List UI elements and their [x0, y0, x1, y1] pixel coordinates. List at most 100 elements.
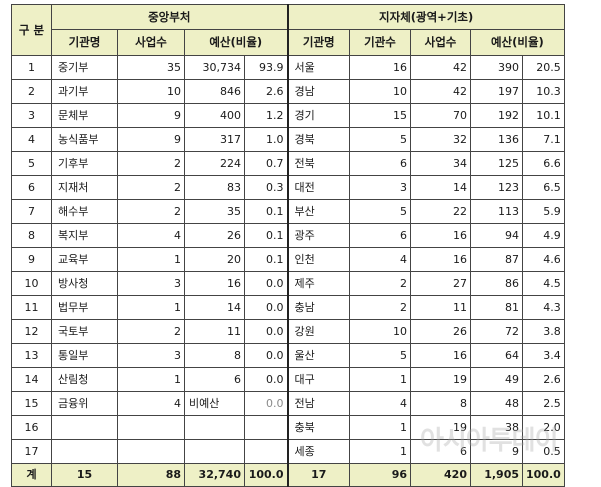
local-name-cell: 충북 — [286, 415, 350, 440]
central-name-cell — [51, 439, 118, 464]
local-budget-cell: 125 — [470, 151, 523, 176]
header-local-name: 기관명 — [286, 29, 350, 56]
local-institutions-cell: 4 — [349, 247, 411, 272]
local-ratio-cell: 4.3 — [522, 295, 565, 320]
local-ratio-cell: 5.9 — [522, 199, 565, 224]
local-name-cell: 울산 — [286, 343, 350, 368]
total-central-ratio: 100.0 — [244, 463, 288, 487]
local-projects-cell: 34 — [410, 151, 471, 176]
central-ratio-cell — [244, 439, 288, 464]
central-budget-cell: 11 — [184, 319, 245, 344]
row-number-cell: 12 — [11, 319, 52, 344]
table-row: 4 농식품부 9 317 1.0 경북 5 32 136 7.1 — [11, 127, 565, 152]
header-local-projects: 사업수 — [410, 29, 471, 56]
local-name-cell: 강원 — [286, 319, 350, 344]
central-ratio-cell: 0.0 — [244, 367, 288, 392]
local-ratio-cell: 3.4 — [522, 343, 565, 368]
local-institutions-cell: 10 — [349, 79, 411, 104]
central-budget-cell: 16 — [184, 271, 245, 296]
central-name-cell: 해수부 — [51, 199, 118, 224]
central-ratio-cell: 0.0 — [244, 271, 288, 296]
table-row: 2 과기부 10 846 2.6 경남 10 42 197 10.3 — [11, 79, 565, 104]
local-institutions-cell: 2 — [349, 271, 411, 296]
central-projects-cell — [117, 415, 185, 440]
central-projects-cell: 3 — [117, 271, 185, 296]
local-projects-cell: 70 — [410, 103, 471, 128]
central-name-cell: 통일부 — [51, 343, 118, 368]
local-name-cell: 서울 — [286, 55, 350, 80]
row-number-cell: 11 — [11, 295, 52, 320]
local-institutions-cell: 5 — [349, 127, 411, 152]
local-ratio-cell: 2.0 — [522, 415, 565, 440]
row-number-cell: 8 — [11, 223, 52, 248]
table-row: 1 중기부 35 30,734 93.9 서울 16 42 390 20.5 — [11, 55, 565, 80]
local-institutions-cell: 6 — [349, 151, 411, 176]
local-ratio-cell: 7.1 — [522, 127, 565, 152]
local-institutions-cell: 3 — [349, 175, 411, 200]
row-number-cell: 9 — [11, 247, 52, 272]
central-name-cell: 교육부 — [51, 247, 118, 272]
row-number-cell: 14 — [11, 367, 52, 392]
local-institutions-cell: 4 — [349, 391, 411, 416]
local-budget-cell: 48 — [470, 391, 523, 416]
local-institutions-cell: 5 — [349, 343, 411, 368]
local-ratio-cell: 4.9 — [522, 223, 565, 248]
local-budget-cell: 192 — [470, 103, 523, 128]
central-budget-cell: 35 — [184, 199, 245, 224]
central-ratio-cell: 0.0 — [244, 391, 288, 416]
central-name-cell: 지재처 — [51, 175, 118, 200]
table-row: 10 방사청 3 16 0.0 제주 2 27 86 4.5 — [11, 271, 565, 296]
central-budget-cell — [184, 439, 245, 464]
local-name-cell: 전북 — [286, 151, 350, 176]
header-group: 구 분 — [11, 4, 52, 56]
local-name-cell: 대전 — [286, 175, 350, 200]
local-name-cell: 경기 — [286, 103, 350, 128]
local-projects-cell: 19 — [410, 367, 471, 392]
local-projects-cell: 6 — [410, 439, 471, 464]
header-central-projects: 사업수 — [117, 29, 185, 56]
local-institutions-cell: 16 — [349, 55, 411, 80]
table-row: 6 지재처 2 83 0.3 대전 3 14 123 6.5 — [11, 175, 565, 200]
local-institutions-cell: 1 — [349, 415, 411, 440]
local-budget-cell: 9 — [470, 439, 523, 464]
central-projects-cell: 10 — [117, 79, 185, 104]
central-ratio-cell: 0.0 — [244, 319, 288, 344]
central-ratio-cell: 93.9 — [244, 55, 288, 80]
local-budget-cell: 49 — [470, 367, 523, 392]
header-local: 지자체(광역+기초) — [286, 4, 565, 30]
row-number-cell: 16 — [11, 415, 52, 440]
header-central-name: 기관명 — [51, 29, 118, 56]
central-ratio-cell — [244, 415, 288, 440]
central-ratio-cell: 0.1 — [244, 223, 288, 248]
local-projects-cell: 16 — [410, 223, 471, 248]
local-name-cell: 충남 — [286, 295, 350, 320]
local-institutions-cell: 15 — [349, 103, 411, 128]
table-row: 5 기후부 2 224 0.7 전북 6 34 125 6.6 — [11, 151, 565, 176]
local-name-cell: 전남 — [286, 391, 350, 416]
table-row: 14 산림청 1 6 0.0 대구 1 19 49 2.6 — [11, 367, 565, 392]
central-projects-cell: 4 — [117, 391, 185, 416]
central-name-cell: 법무부 — [51, 295, 118, 320]
central-projects-cell: 1 — [117, 295, 185, 320]
local-budget-cell: 94 — [470, 223, 523, 248]
central-name-cell: 농식품부 — [51, 127, 118, 152]
row-number-cell: 15 — [11, 391, 52, 416]
central-ratio-cell: 0.0 — [244, 295, 288, 320]
central-name-cell: 국토부 — [51, 319, 118, 344]
central-budget-cell: 317 — [184, 127, 245, 152]
local-name-cell: 세종 — [286, 439, 350, 464]
central-name-cell: 기후부 — [51, 151, 118, 176]
local-budget-cell: 72 — [470, 319, 523, 344]
row-number-cell: 10 — [11, 271, 52, 296]
central-ratio-cell: 0.1 — [244, 247, 288, 272]
central-name-cell: 금융위 — [51, 391, 118, 416]
local-budget-cell: 87 — [470, 247, 523, 272]
local-projects-cell: 27 — [410, 271, 471, 296]
central-name-cell: 복지부 — [51, 223, 118, 248]
local-projects-cell: 32 — [410, 127, 471, 152]
total-local-count: 17 — [286, 463, 350, 487]
total-local-projects: 420 — [410, 463, 471, 487]
row-number-cell: 5 — [11, 151, 52, 176]
central-projects-cell: 1 — [117, 367, 185, 392]
row-number-cell: 13 — [11, 343, 52, 368]
